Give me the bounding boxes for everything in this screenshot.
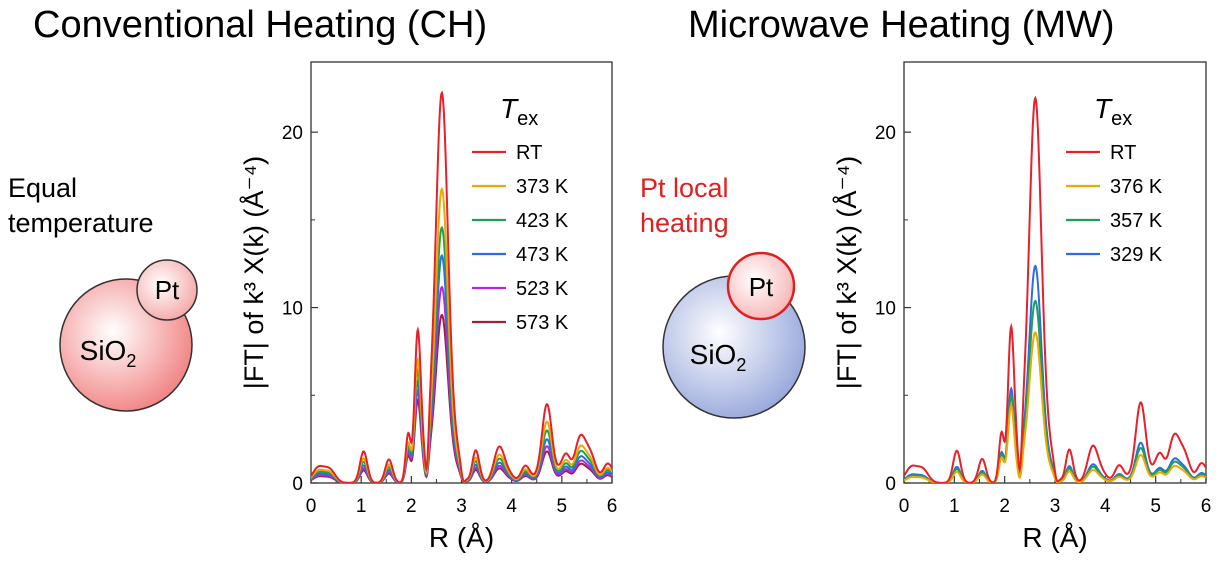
left-note-line-2: temperature xyxy=(8,208,154,238)
right-pt-particle xyxy=(726,251,796,321)
right-panel-title: Microwave Heating (MW) xyxy=(688,4,1115,46)
x-tick-label: 6 xyxy=(1201,496,1212,517)
series-line-373-k xyxy=(311,187,612,483)
plot-frame xyxy=(903,61,1207,484)
left-schematic: Pt SiO2 xyxy=(59,259,198,412)
legend-label: RT xyxy=(1110,142,1136,164)
legend-label: 376 K xyxy=(1110,176,1163,198)
x-tick-label: 4 xyxy=(506,496,517,517)
x-tick-label: 0 xyxy=(306,496,317,517)
x-tick-label: 6 xyxy=(607,496,618,517)
chart-conventional-heating: 0 1 2 3 4 5 6 0 10 20 R (Å) |FT| of k³ X(k) (Å⁻⁴) Te… xyxy=(238,61,618,553)
y-tick-label: 10 xyxy=(282,299,303,320)
y-tick-label: 20 xyxy=(282,123,303,144)
series-line-rt xyxy=(904,95,1206,483)
legend-label: RT xyxy=(516,142,542,164)
left-pt-label: Pt xyxy=(155,275,180,305)
y-tick-label: 20 xyxy=(875,123,896,144)
right-schematic: Pt SiO2 xyxy=(662,251,806,419)
right-condition-note: Pt local heating xyxy=(640,171,729,241)
y-axis-label: |FT| of k³ X(k) (Å⁻⁴) xyxy=(831,156,862,389)
legend-label: 523 K xyxy=(516,278,569,300)
x-tick-label: 0 xyxy=(899,496,910,517)
x-tick-label: 1 xyxy=(949,496,960,517)
legend-label: 329 K xyxy=(1110,244,1163,266)
left-note-line-1: Equal xyxy=(8,173,78,203)
left-condition-note: Equal temperature xyxy=(8,171,154,241)
x-tick-label: 2 xyxy=(999,496,1010,517)
x-axis-label: R (Å) xyxy=(1022,522,1087,553)
legend-label: 573 K xyxy=(516,312,569,334)
left-support-label: SiO2 xyxy=(80,335,137,371)
x-tick-label: 5 xyxy=(557,496,568,517)
chart-microwave-heating: 0 1 2 3 4 5 6 0 10 20 R (Å) |FT| of k³ X(k) (Å⁻⁴) Te… xyxy=(831,61,1212,553)
x-tick-label: 5 xyxy=(1150,496,1161,517)
right-note-line-1: Pt local xyxy=(640,173,729,203)
series-line-357-k xyxy=(904,299,1206,483)
left-panel-title: Conventional Heating (CH) xyxy=(33,4,488,46)
series-line-rt xyxy=(311,90,612,483)
legend-label: 373 K xyxy=(516,176,569,198)
legend-label: 473 K xyxy=(516,244,569,266)
legend-title: Tex xyxy=(500,93,538,130)
right-pt-label: Pt xyxy=(749,272,774,302)
x-tick-label: 3 xyxy=(456,496,467,517)
series-line-329-k xyxy=(904,264,1206,483)
plot-frame xyxy=(310,61,613,484)
y-axis-label: |FT| of k³ X(k) (Å⁻⁴) xyxy=(238,156,269,389)
legend-label: 357 K xyxy=(1110,210,1163,232)
x-tick-label: 2 xyxy=(406,496,417,517)
legend-label: 423 K xyxy=(516,210,569,232)
y-tick-label: 0 xyxy=(292,474,303,495)
y-tick-label: 10 xyxy=(875,299,896,320)
x-tick-label: 1 xyxy=(356,496,367,517)
right-note-line-2: heating xyxy=(640,208,729,238)
left-pt-particle xyxy=(136,259,198,321)
series-line-573-k xyxy=(311,313,612,483)
series-line-376-k xyxy=(904,331,1206,483)
right-support-label: SiO2 xyxy=(690,339,747,375)
legend-title: Tex xyxy=(1094,93,1132,130)
x-tick-label: 4 xyxy=(1100,496,1111,517)
x-axis-label: R (Å) xyxy=(429,522,494,553)
x-tick-label: 3 xyxy=(1050,496,1061,517)
y-tick-label: 0 xyxy=(885,474,896,495)
